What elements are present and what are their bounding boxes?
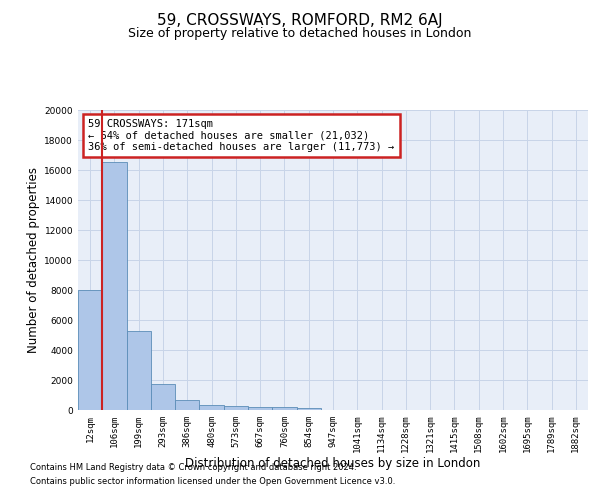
Text: Contains public sector information licensed under the Open Government Licence v3: Contains public sector information licen… bbox=[30, 477, 395, 486]
Bar bbox=[102, 162, 127, 410]
Bar bbox=[272, 408, 296, 410]
Bar bbox=[127, 331, 151, 410]
Text: 59 CROSSWAYS: 171sqm
← 64% of detached houses are smaller (21,032)
36% of semi-d: 59 CROSSWAYS: 171sqm ← 64% of detached h… bbox=[88, 119, 394, 152]
Bar bbox=[248, 406, 272, 410]
Bar bbox=[175, 400, 199, 410]
X-axis label: Distribution of detached houses by size in London: Distribution of detached houses by size … bbox=[185, 456, 481, 469]
Bar bbox=[224, 406, 248, 410]
Bar bbox=[78, 290, 102, 410]
Text: Size of property relative to detached houses in London: Size of property relative to detached ho… bbox=[128, 28, 472, 40]
Bar bbox=[296, 408, 321, 410]
Text: 59, CROSSWAYS, ROMFORD, RM2 6AJ: 59, CROSSWAYS, ROMFORD, RM2 6AJ bbox=[157, 12, 443, 28]
Text: Contains HM Land Registry data © Crown copyright and database right 2024.: Contains HM Land Registry data © Crown c… bbox=[30, 464, 356, 472]
Bar bbox=[151, 384, 175, 410]
Y-axis label: Number of detached properties: Number of detached properties bbox=[27, 167, 40, 353]
Bar bbox=[199, 405, 224, 410]
